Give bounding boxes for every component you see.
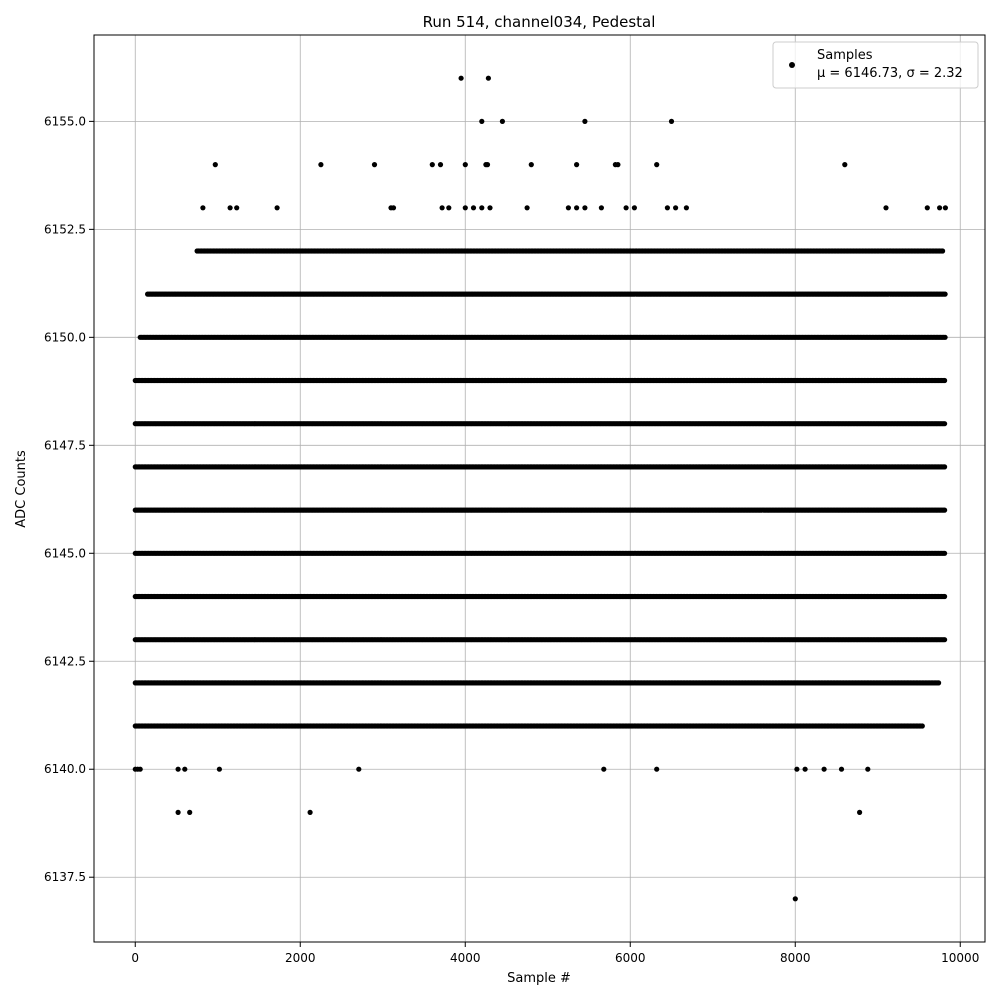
data-point: [942, 421, 947, 426]
data-point: [942, 637, 947, 642]
data-point: [942, 378, 947, 383]
data-point: [942, 551, 947, 556]
data-point: [943, 335, 948, 340]
data-point: [942, 594, 947, 599]
data-point: [943, 292, 948, 297]
data-point: [942, 464, 947, 469]
data-point: [942, 508, 947, 513]
